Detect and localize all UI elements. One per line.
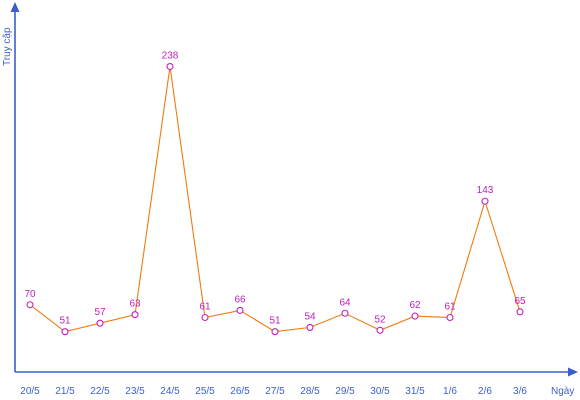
data-label-3: 63 [129, 299, 141, 310]
data-point-3 [131, 311, 139, 319]
y-axis-arrow [10, 2, 20, 12]
data-point-8 [306, 323, 314, 331]
x-tick-label-0: 20/5 [20, 386, 40, 397]
data-label-8: 54 [304, 311, 316, 322]
data-point-14 [516, 308, 524, 316]
data-label-6: 66 [234, 294, 246, 305]
data-point-10 [376, 326, 384, 334]
data-labels: 70 51 57 63 238 61 66 51 54 64 52 62 61 143 65 [24, 51, 526, 327]
x-tick-label-12: 1/6 [443, 386, 457, 397]
data-point-0 [26, 301, 34, 309]
data-point-11 [411, 312, 419, 320]
data-label-1: 51 [59, 316, 71, 327]
data-point-13 [481, 197, 489, 205]
data-label-0: 70 [24, 289, 36, 300]
data-label-10: 52 [374, 314, 386, 325]
x-tick-label-3: 23/5 [125, 386, 145, 397]
series-group [26, 63, 524, 336]
x-tick-label-13: 2/6 [478, 386, 492, 397]
data-label-12: 61 [444, 302, 456, 313]
x-tick-label-6: 26/5 [230, 386, 250, 397]
x-tick-label-7: 27/5 [265, 386, 285, 397]
data-point-4 [166, 63, 174, 71]
data-point-5 [201, 313, 209, 322]
x-axis-title: Ngày [551, 386, 574, 397]
data-point-2 [96, 319, 104, 327]
data-label-7: 51 [269, 316, 281, 327]
x-axis-arrow [568, 367, 578, 377]
x-tick-label-8: 28/5 [300, 386, 320, 397]
x-tick-label-10: 30/5 [370, 386, 390, 397]
x-tick-label-4: 24/5 [160, 386, 180, 397]
x-tick-label-1: 21/5 [55, 386, 75, 397]
data-label-11: 62 [409, 300, 421, 311]
x-tick-labels: 20/5 21/5 22/5 23/5 24/5 25/5 26/5 27/5 28/5 29/5… [20, 386, 527, 397]
series-line [29, 66, 521, 333]
data-point-6 [236, 306, 244, 314]
x-tick-label-11: 31/5 [405, 386, 425, 397]
data-point-12 [446, 313, 454, 322]
x-tick-label-5: 25/5 [195, 386, 215, 397]
data-label-14: 65 [514, 296, 526, 307]
data-point-7 [271, 328, 279, 336]
data-point-1 [61, 328, 69, 336]
x-tick-label-9: 29/5 [335, 386, 355, 397]
x-tick-label-14: 3/6 [513, 386, 527, 397]
data-label-9: 64 [339, 297, 351, 308]
data-label-4: 238 [162, 51, 179, 62]
data-label-13: 143 [477, 185, 494, 196]
data-label-5: 61 [199, 302, 211, 313]
y-axis-title: Truy cập [2, 27, 13, 66]
x-tick-label-2: 22/5 [90, 386, 110, 397]
data-point-9 [341, 309, 349, 317]
data-label-2: 57 [94, 307, 106, 318]
